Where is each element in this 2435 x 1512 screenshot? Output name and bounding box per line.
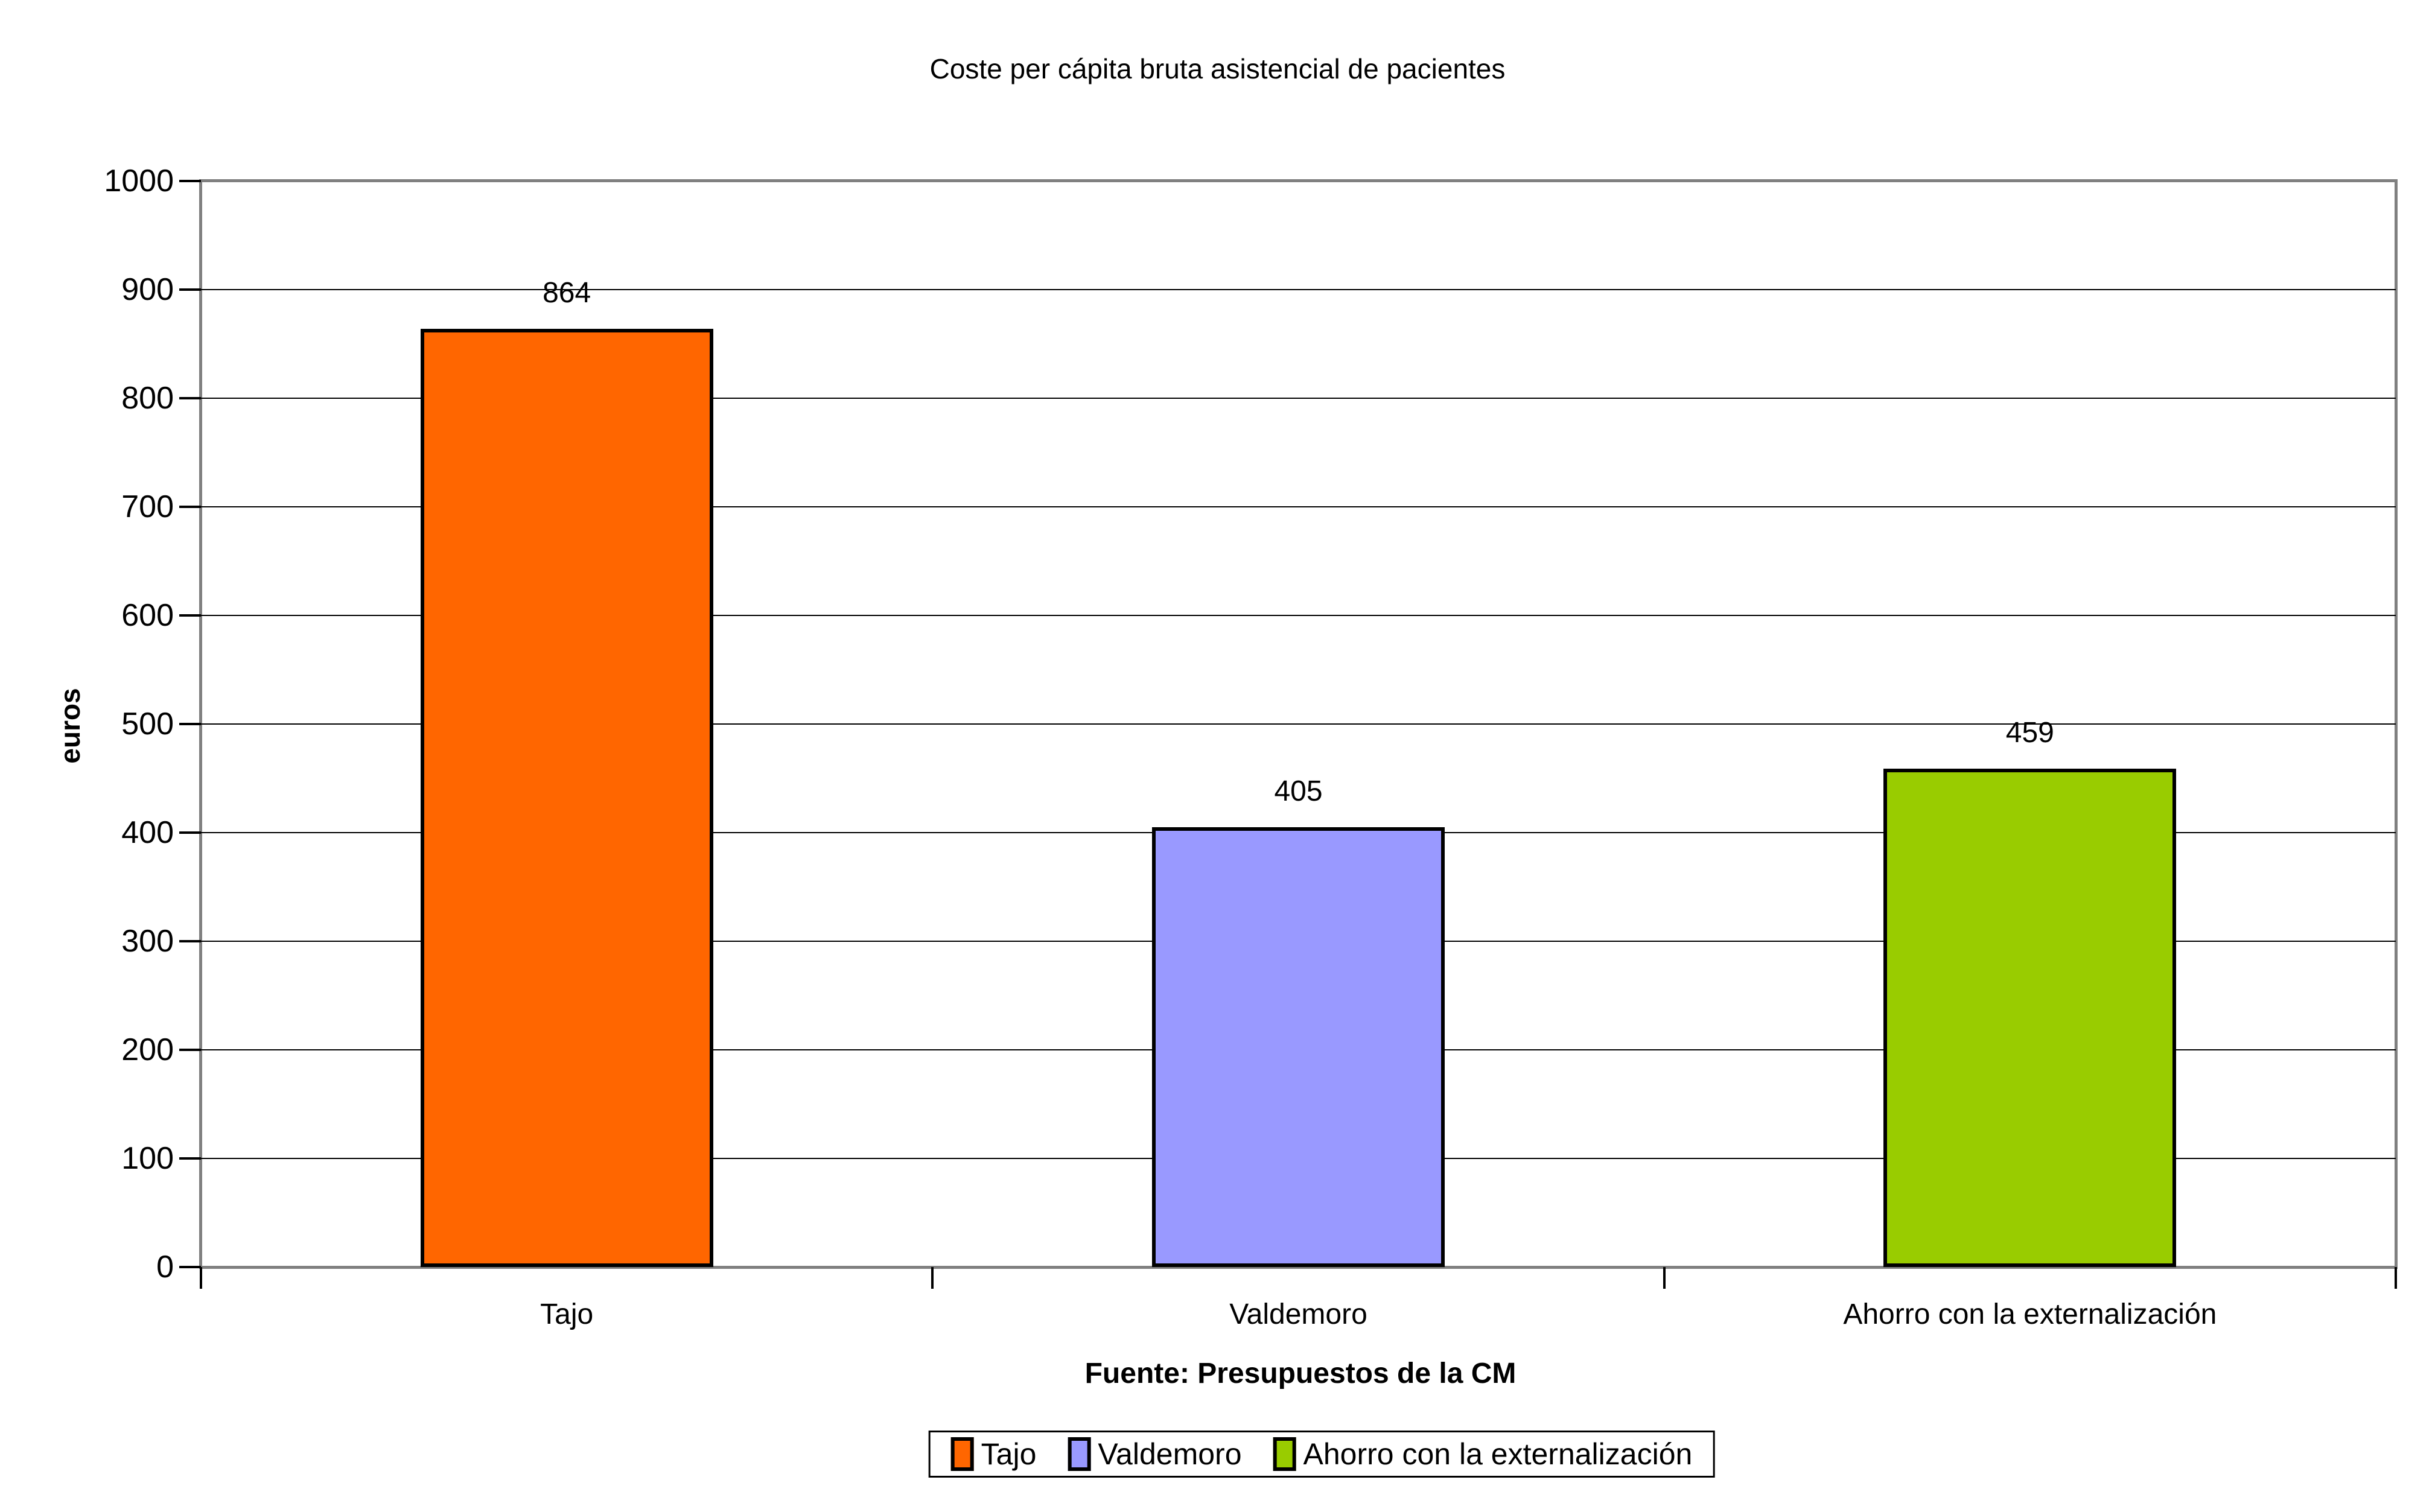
gridline — [201, 506, 2396, 507]
x-axis-category-label: Valdemoro — [1229, 1298, 1367, 1330]
gridline — [201, 615, 2396, 616]
x-axis-title: Fuente: Presupuestos de la CM — [1084, 1358, 1517, 1390]
legend-swatch — [950, 1437, 974, 1471]
legend-swatch — [1068, 1437, 1091, 1471]
legend-entry-tajo: Tajo — [950, 1437, 1037, 1472]
bar-valdemoro — [1152, 827, 1445, 1267]
legend-label: Tajo — [981, 1437, 1037, 1471]
legend: Tajo Valdemoro Ahorro con la externalizaci… — [928, 1431, 1715, 1478]
plot-field: 864 405 459 — [201, 181, 2396, 1267]
y-axis-tick-label: 200 — [121, 1032, 174, 1067]
bar-ahorro-con-la-externalizacion — [1883, 768, 2177, 1267]
bar-value-label: 459 — [2005, 716, 2054, 749]
bar-tajo — [420, 328, 713, 1267]
y-axis-tick — [179, 1049, 201, 1051]
y-axis-tick — [179, 506, 201, 508]
gridline — [201, 289, 2396, 290]
x-axis-category-label: Tajo — [540, 1298, 594, 1330]
y-axis-tick — [179, 723, 201, 725]
gridline — [201, 398, 2396, 399]
y-axis-tick-label: 0 — [156, 1250, 174, 1285]
y-axis-tick-label: 700 — [121, 489, 174, 524]
y-axis-tick-label: 300 — [121, 924, 174, 959]
legend-label: Ahorro con la externalización — [1303, 1437, 1693, 1471]
y-axis-tick-label: 400 — [121, 815, 174, 850]
y-axis-tick — [179, 831, 201, 834]
y-axis-tick-label: 800 — [121, 381, 174, 416]
bar-value-label: 864 — [543, 276, 591, 309]
y-axis-tick — [179, 614, 201, 617]
legend-label: Valdemoro — [1098, 1437, 1242, 1471]
y-axis-tick — [179, 1157, 201, 1160]
y-axis-tick — [179, 180, 201, 182]
x-axis-tick — [200, 1267, 202, 1289]
x-axis-tick — [2395, 1267, 2397, 1289]
y-axis-tick-label: 100 — [121, 1141, 174, 1176]
legend-swatch — [1273, 1437, 1296, 1471]
y-axis-tick-label: 900 — [121, 272, 174, 307]
y-axis-tick-label: 500 — [121, 707, 174, 742]
x-axis-category-label: Ahorro con la externalización — [1843, 1298, 2217, 1330]
bar-value-label: 405 — [1274, 775, 1323, 807]
y-axis-tick — [179, 288, 201, 291]
y-axis-tick — [179, 940, 201, 942]
y-axis-tick-label: 600 — [121, 598, 174, 633]
x-axis-tick — [931, 1267, 934, 1289]
legend-entry-ahorro-con-la-externalizacion: Ahorro con la externalización — [1273, 1437, 1693, 1472]
x-axis-tick — [1663, 1267, 1666, 1289]
chart-title: Coste per cápita bruta asistencial de pa… — [929, 53, 1506, 84]
y-axis-tick — [179, 1266, 201, 1268]
legend-entry-valdemoro: Valdemoro — [1068, 1437, 1242, 1472]
gridline — [201, 723, 2396, 725]
y-axis-tick — [179, 397, 201, 399]
y-axis-tick-label: 1000 — [104, 164, 174, 199]
